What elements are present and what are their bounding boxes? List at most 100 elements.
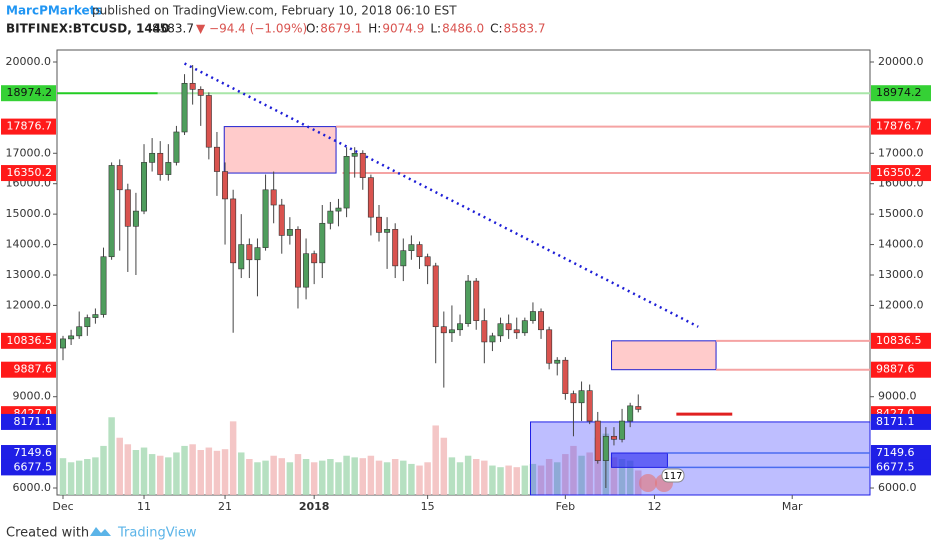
level-label: 10836.5: [7, 334, 53, 347]
level-label: 6677.5: [14, 460, 53, 473]
ohlc-label: O:: [306, 22, 319, 36]
footer-brand[interactable]: TradingView: [117, 526, 197, 541]
level-label: 18974.2: [7, 86, 53, 99]
candle-body: [554, 359, 561, 364]
level-label-box: [1, 445, 56, 462]
volume-bar: [489, 465, 496, 495]
level-label-box: [1, 361, 56, 378]
candle-body: [100, 256, 107, 315]
x-tick-label: 2018: [299, 500, 330, 513]
candle-body: [60, 338, 66, 349]
volume-bar: [448, 457, 456, 495]
volume-bar: [464, 455, 472, 495]
level-label: 17876.7: [7, 120, 53, 133]
volume-bar: [351, 457, 358, 495]
x-tick-label: Dec: [52, 500, 73, 513]
candle-body: [335, 207, 342, 212]
volume-bar: [270, 455, 277, 495]
flag-icon[interactable]: [639, 474, 657, 492]
volume-bar: [205, 447, 213, 495]
level-label: 16350.2: [876, 166, 922, 179]
candle-body: [513, 329, 520, 334]
author[interactable]: MarcPMarkets: [6, 4, 103, 18]
ohlc-value: 8679.1: [320, 22, 362, 36]
candle-body: [132, 210, 139, 227]
candle-body: [610, 435, 617, 440]
badge[interactable]: [661, 468, 685, 483]
y-tick-label: 9000.0: [878, 390, 917, 403]
volume-bar: [302, 459, 310, 495]
volume-bar: [391, 459, 399, 495]
y-tick-label: 14000.0: [6, 238, 52, 251]
candle-body: [238, 244, 245, 270]
y-tick-label: 12000.0: [6, 298, 52, 311]
candle-body: [400, 250, 407, 267]
ohlc-label: L:: [430, 22, 441, 36]
ohlc-label: C:: [490, 22, 502, 36]
volume-bar: [416, 465, 423, 495]
volume-bar: [537, 465, 545, 495]
published: published on TradingView.com, February 1…: [92, 4, 457, 18]
candle-body: [213, 146, 220, 172]
ohlc-value: 8486.0: [442, 22, 484, 36]
volume-bar: [294, 454, 302, 495]
level-label: 8171.1: [876, 415, 915, 428]
candle-body: [286, 229, 293, 236]
volume-bar: [400, 460, 407, 495]
candle-body: [254, 247, 261, 261]
candle-body: [157, 152, 164, 175]
candle-body: [205, 95, 212, 148]
volume-bar: [521, 465, 529, 495]
level-label-box: [1, 165, 56, 182]
volume-bar: [424, 462, 431, 495]
volume-bar: [545, 459, 553, 495]
candle-body: [116, 165, 123, 191]
volume-bar: [310, 462, 318, 495]
candle-body: [392, 229, 399, 267]
volume-bar: [132, 450, 140, 495]
candle-body: [578, 390, 585, 404]
ohlc-value: 9074.9: [382, 22, 424, 36]
volume-bar: [124, 444, 132, 495]
y-tick-label: 14000.0: [878, 238, 924, 251]
volume-bar: [481, 460, 488, 495]
volume-bar: [148, 454, 156, 495]
volume-bar: [92, 457, 99, 495]
candle-body: [189, 82, 196, 90]
zone-box: [611, 452, 668, 468]
level-label: 7149.6: [876, 446, 915, 459]
volume-bar: [165, 457, 172, 495]
volume-bar: [59, 458, 67, 495]
y-tick-label: 15000.0: [878, 207, 924, 220]
volume-bar: [238, 452, 245, 495]
x-tick-label: 15: [421, 500, 435, 513]
candle-body: [489, 335, 496, 343]
y-tick-label: 13000.0: [878, 268, 924, 281]
candle-body: [92, 314, 99, 318]
trend-line: [183, 62, 699, 328]
level-label: 16350.2: [7, 166, 53, 179]
volume-bar: [635, 470, 642, 495]
volume-bar: [578, 455, 585, 495]
candle-body: [408, 244, 415, 251]
volume-bar: [529, 463, 537, 495]
level-label: 18974.2: [876, 86, 922, 99]
candle-body: [473, 280, 480, 321]
volume-bar: [343, 455, 350, 495]
volume-bar: [440, 437, 448, 495]
level-label: 10836.5: [876, 334, 922, 347]
volume-bar: [197, 450, 204, 495]
volume-bar: [335, 462, 342, 495]
y-tick-label: 6000.0: [13, 481, 52, 494]
candle-body: [294, 229, 301, 288]
level-label-box: [871, 165, 931, 182]
candle-body: [562, 359, 569, 394]
y-tick-label: 13000.0: [6, 268, 52, 281]
candle-body: [384, 229, 391, 233]
level-label: 8171.1: [14, 415, 53, 428]
level-label-box: [871, 459, 931, 476]
volume-bar: [367, 455, 375, 495]
candle-body: [529, 311, 536, 321]
ohlc-value: 8583.7: [504, 22, 546, 36]
y-tick-label: 6000.0: [878, 481, 917, 494]
